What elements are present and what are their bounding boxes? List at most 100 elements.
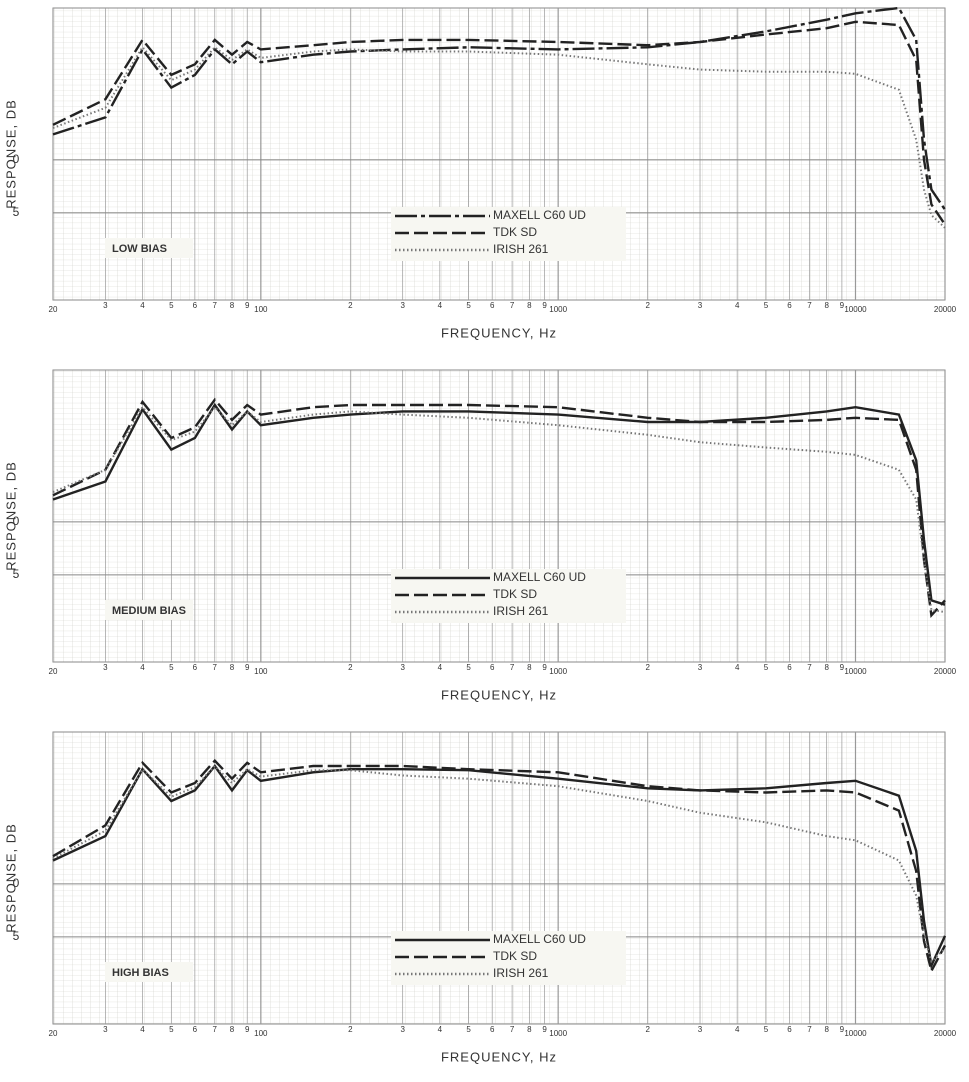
- y-axis-label: RESPONSE, DB: [3, 823, 18, 933]
- x-tick-label: 10000: [844, 305, 867, 314]
- legend-label: MAXELL C60 UD: [493, 570, 586, 584]
- x-tick-label: 2: [348, 1025, 353, 1034]
- x-tick-label: 10000: [844, 1029, 867, 1038]
- legend-label: TDK SD: [493, 949, 537, 963]
- series-line: [52, 764, 947, 970]
- x-tick-label: 1000: [549, 1029, 567, 1038]
- x-tick-label: 8: [230, 663, 235, 672]
- legend-label: TDK SD: [493, 587, 537, 601]
- y-tick-label: 0: [13, 514, 20, 528]
- legend-label: MAXELL C60 UD: [493, 208, 586, 222]
- x-tick-label: 5: [169, 301, 174, 310]
- x-axis-label: FREQUENCY, Hz: [441, 1049, 557, 1064]
- x-tick-label: 2: [645, 301, 650, 310]
- x-tick-label: 7: [213, 301, 218, 310]
- annotation-box: [105, 600, 193, 620]
- x-tick-label: 20000: [934, 305, 957, 314]
- x-tick-label: 20000: [934, 1029, 957, 1038]
- x-tick-label: 7: [807, 663, 812, 672]
- x-tick-label: 5: [764, 663, 769, 672]
- x-tick-label: 4: [140, 663, 145, 672]
- x-tick-label: 4: [438, 663, 443, 672]
- x-tick-label: 8: [230, 301, 235, 310]
- x-tick-label: 8: [824, 663, 829, 672]
- x-tick-label: 4: [735, 1025, 740, 1034]
- x-tick-label: 7: [807, 301, 812, 310]
- x-tick-label: 5: [466, 1025, 471, 1034]
- annotation-box: [105, 238, 193, 258]
- x-tick-label: 6: [787, 301, 792, 310]
- x-tick-label: 9: [542, 1025, 547, 1034]
- legend-label: MAXELL C60 UD: [493, 932, 586, 946]
- x-tick-label: 3: [400, 1025, 405, 1034]
- x-tick-label: 6: [490, 1025, 495, 1034]
- x-tick-label: 3: [698, 1025, 703, 1034]
- x-tick-label: 9: [840, 1025, 845, 1034]
- x-tick-label: 3: [698, 301, 703, 310]
- y-tick-label: 5: [13, 205, 20, 219]
- x-tick-label: 9: [542, 301, 547, 310]
- x-tick-label: 7: [807, 1025, 812, 1034]
- x-tick-label: 5: [169, 663, 174, 672]
- x-tick-label: 5: [466, 663, 471, 672]
- legend-label: IRISH 261: [493, 242, 549, 256]
- x-tick-label: 6: [787, 663, 792, 672]
- x-tick-label: 20: [49, 1029, 58, 1038]
- x-tick-label: 6: [193, 663, 198, 672]
- series-line: [52, 764, 946, 964]
- x-axis-label: FREQUENCY, Hz: [441, 687, 557, 702]
- x-tick-label: 9: [245, 301, 250, 310]
- x-tick-label: 7: [510, 1025, 515, 1034]
- x-tick-label: 9: [245, 1025, 250, 1034]
- x-tick-label: 3: [400, 301, 405, 310]
- x-tick-label: 100: [254, 1029, 268, 1038]
- x-tick-label: 7: [213, 1025, 218, 1034]
- y-tick-label: 0: [13, 152, 20, 166]
- x-tick-label: 7: [213, 663, 218, 672]
- x-tick-label: 4: [140, 1025, 145, 1034]
- x-tick-label: 7: [510, 663, 515, 672]
- y-tick-label: 0: [13, 876, 20, 890]
- x-tick-label: 2: [645, 663, 650, 672]
- x-tick-label: 2: [348, 301, 353, 310]
- x-tick-label: 8: [527, 301, 532, 310]
- x-tick-label: 6: [193, 1025, 198, 1034]
- x-tick-label: 100: [254, 305, 268, 314]
- x-tick-label: 20000: [934, 667, 957, 676]
- x-tick-label: 5: [764, 301, 769, 310]
- x-tick-label: 4: [438, 1025, 443, 1034]
- x-tick-label: 9: [542, 663, 547, 672]
- x-tick-label: 6: [490, 663, 495, 672]
- y-tick-label: 5: [13, 567, 20, 581]
- series-line: [52, 405, 946, 614]
- series-line: [52, 45, 946, 229]
- x-tick-label: 4: [735, 301, 740, 310]
- y-tick-label: 5: [13, 929, 20, 943]
- x-tick-label: 1000: [549, 305, 567, 314]
- x-axis-label: FREQUENCY, Hz: [441, 325, 557, 340]
- series-line: [52, 758, 947, 975]
- x-tick-label: 6: [787, 1025, 792, 1034]
- x-tick-label: 6: [193, 301, 198, 310]
- x-tick-label: 8: [824, 301, 829, 310]
- x-tick-label: 8: [824, 1025, 829, 1034]
- x-tick-label: 7: [510, 301, 515, 310]
- annotation: MEDIUM BIAS: [112, 605, 186, 617]
- x-tick-label: 3: [103, 1025, 108, 1034]
- x-tick-label: 9: [840, 663, 845, 672]
- legend-label: IRISH 261: [493, 604, 549, 618]
- x-tick-label: 3: [103, 301, 108, 310]
- x-tick-label: 4: [735, 663, 740, 672]
- x-tick-label: 5: [466, 301, 471, 310]
- y-axis-label: RESPONSE, DB: [3, 99, 18, 209]
- x-tick-label: 100: [254, 667, 268, 676]
- x-tick-label: 8: [527, 663, 532, 672]
- x-tick-label: 3: [103, 663, 108, 672]
- x-tick-label: 20: [49, 667, 58, 676]
- legend-label: TDK SD: [493, 225, 537, 239]
- x-tick-label: 3: [400, 663, 405, 672]
- series-line: [52, 20, 946, 226]
- y-axis-label: RESPONSE, DB: [3, 461, 18, 571]
- x-tick-label: 4: [438, 301, 443, 310]
- annotation: LOW BIAS: [112, 243, 167, 255]
